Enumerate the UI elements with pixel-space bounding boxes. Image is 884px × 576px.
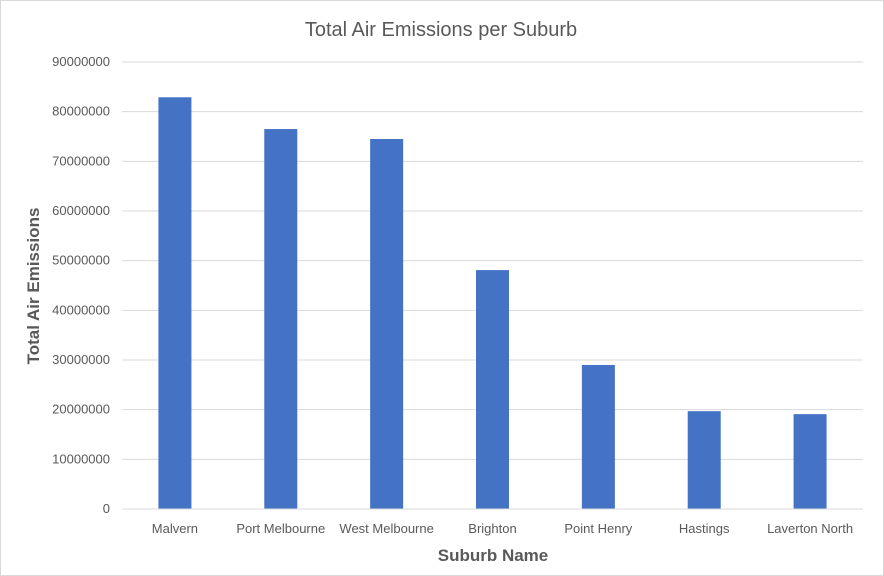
bars xyxy=(158,97,827,510)
y-axis-title: Total Air Emissions xyxy=(24,208,43,365)
x-axis-ticks: Malvern Port Melbourne West Melbourne Brigh… xyxy=(152,521,853,536)
bar xyxy=(793,414,827,509)
chart-title: Total Air Emissions per Suburb xyxy=(305,19,577,41)
x-axis-title: Suburb Name xyxy=(438,546,549,565)
y-tick-label: 30000000 xyxy=(52,352,110,367)
bar xyxy=(687,411,721,509)
y-tick-label: 20000000 xyxy=(52,402,110,417)
bar xyxy=(581,364,615,509)
y-tick-label: 10000000 xyxy=(52,451,110,466)
y-axis-ticks: 0 10000000 20000000 30000000 40000000 5000000… xyxy=(52,54,110,516)
y-tick-label: 60000000 xyxy=(52,203,110,218)
gridlines xyxy=(122,61,863,460)
y-tick-label: 70000000 xyxy=(52,153,110,168)
x-tick-label: Brighton xyxy=(468,521,516,536)
x-tick-label: West Melbourne xyxy=(339,521,433,536)
bar xyxy=(370,138,404,509)
y-tick-label: 0 xyxy=(103,501,110,516)
y-tick-label: 40000000 xyxy=(52,302,110,317)
y-tick-label: 90000000 xyxy=(52,54,110,69)
x-tick-label: Laverton North xyxy=(767,521,853,536)
bar xyxy=(158,97,192,509)
y-tick-label: 50000000 xyxy=(52,253,110,268)
x-tick-label: Port Melbourne xyxy=(236,521,325,536)
bar xyxy=(264,129,298,510)
x-tick-label: Malvern xyxy=(152,521,198,536)
x-tick-label: Hastings xyxy=(679,521,730,536)
bar xyxy=(476,270,509,509)
x-tick-label: Point Henry xyxy=(564,521,632,536)
y-tick-label: 80000000 xyxy=(52,104,110,119)
